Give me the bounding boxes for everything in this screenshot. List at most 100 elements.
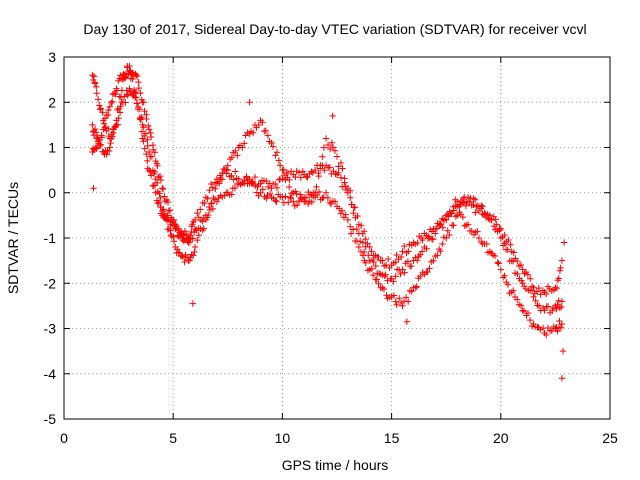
data-point xyxy=(558,375,566,382)
data-point xyxy=(172,221,179,228)
data-point xyxy=(137,115,145,123)
data-point xyxy=(259,186,266,193)
data-point xyxy=(113,87,121,94)
data-point xyxy=(461,222,468,230)
data-point xyxy=(339,165,346,172)
data-point xyxy=(151,148,159,156)
data-point xyxy=(544,303,552,310)
data-point xyxy=(341,175,348,182)
data-point xyxy=(392,258,399,266)
data-point xyxy=(275,157,282,164)
data-point xyxy=(148,153,156,160)
data-point xyxy=(284,174,291,181)
data-point xyxy=(185,236,193,243)
data-point xyxy=(329,144,337,151)
data-point xyxy=(228,172,235,179)
data-point xyxy=(474,228,481,235)
data-point xyxy=(205,203,213,211)
data-point xyxy=(268,185,275,192)
data-point xyxy=(308,198,316,206)
data-point xyxy=(145,126,153,133)
data-point xyxy=(326,164,334,171)
data-point xyxy=(313,183,320,191)
data-point xyxy=(95,140,102,147)
data-point xyxy=(279,194,286,201)
axis-ticks: 0 5 10 15 20 25 -5 -4 -3 -2 -1 0 1 2 3 xyxy=(44,49,618,446)
data-point xyxy=(156,172,164,180)
data-point xyxy=(444,227,451,234)
chart-title: Day 130 of 2017, Sidereal Day-to-day VTE… xyxy=(83,21,586,37)
data-point xyxy=(287,168,295,175)
data-point xyxy=(553,305,560,313)
data-point xyxy=(559,347,567,355)
data-point xyxy=(418,248,426,255)
data-point xyxy=(379,284,386,291)
data-point xyxy=(174,246,181,253)
data-point xyxy=(414,239,421,247)
data-point xyxy=(89,121,96,129)
data-point xyxy=(526,316,534,324)
data-point xyxy=(122,73,129,80)
data-point xyxy=(132,90,140,97)
data-point xyxy=(144,142,151,150)
data-point xyxy=(424,268,431,276)
data-point xyxy=(488,216,495,224)
data-point xyxy=(403,318,411,325)
data-point xyxy=(181,258,188,266)
data-point xyxy=(273,149,281,156)
data-point xyxy=(507,241,514,248)
data-point xyxy=(195,214,203,221)
data-point xyxy=(524,309,532,317)
data-point xyxy=(543,290,550,298)
data-point xyxy=(272,197,279,204)
data-point xyxy=(359,239,367,246)
data-point xyxy=(369,271,377,279)
data-point xyxy=(241,140,248,147)
data-point xyxy=(175,225,182,232)
data-point xyxy=(187,232,194,239)
data-point xyxy=(504,246,511,253)
data-point xyxy=(202,194,210,201)
data-point xyxy=(521,270,528,277)
data-point xyxy=(90,72,98,80)
data-point xyxy=(354,212,361,220)
data-point xyxy=(517,261,525,269)
data-point xyxy=(429,236,437,243)
y-tick-label: 1 xyxy=(48,140,56,156)
data-point xyxy=(373,276,381,283)
data-point xyxy=(501,231,508,239)
data-point xyxy=(368,265,375,272)
data-point xyxy=(135,84,143,92)
data-point xyxy=(200,225,208,232)
x-axis-label: GPS time / hours xyxy=(282,457,389,473)
data-point xyxy=(505,236,512,244)
data-point xyxy=(166,207,174,214)
data-point xyxy=(423,245,430,252)
data-point xyxy=(151,182,159,189)
data-point xyxy=(280,166,287,173)
data-point xyxy=(346,223,354,230)
data-point xyxy=(463,198,470,206)
data-point xyxy=(191,216,199,224)
data-point xyxy=(494,259,501,266)
data-point xyxy=(157,194,164,202)
data-point xyxy=(514,257,521,265)
data-point xyxy=(255,121,262,129)
x-tick-label: 10 xyxy=(275,430,291,446)
data-point xyxy=(147,133,155,141)
data-point xyxy=(439,240,446,248)
data-point xyxy=(349,226,357,233)
data-point xyxy=(204,195,211,202)
data-point xyxy=(328,139,336,146)
data-point xyxy=(263,195,270,202)
data-point xyxy=(556,304,564,311)
data-point xyxy=(351,204,359,211)
data-point xyxy=(393,301,400,309)
data-point xyxy=(251,173,259,181)
data-point xyxy=(434,252,441,259)
data-point xyxy=(497,266,504,273)
data-point xyxy=(109,133,116,140)
data-point xyxy=(483,240,490,248)
data-point xyxy=(524,271,532,278)
